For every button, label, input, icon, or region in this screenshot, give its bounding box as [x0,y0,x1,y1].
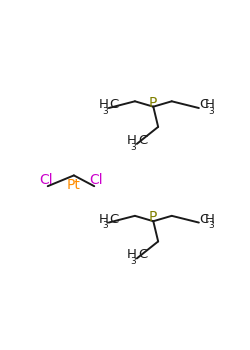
Text: H: H [204,212,214,225]
Text: C: C [199,98,208,111]
Text: H: H [127,134,137,147]
Text: C: C [138,248,147,261]
Text: C: C [110,212,119,225]
Text: 3: 3 [102,222,108,231]
Text: C: C [138,134,147,147]
Text: H: H [99,212,109,225]
Text: Pt: Pt [67,178,81,192]
Text: C: C [110,98,119,111]
Text: H: H [204,98,214,111]
Text: P: P [149,210,158,224]
Text: C: C [199,212,208,225]
Text: 3: 3 [208,107,214,116]
Text: 3: 3 [208,222,214,231]
Text: H: H [127,248,137,261]
Text: H: H [99,98,109,111]
Text: Cl: Cl [89,173,103,187]
Text: 3: 3 [130,257,136,266]
Text: 3: 3 [130,143,136,152]
Text: P: P [149,96,158,110]
Text: 3: 3 [102,107,108,116]
Text: Cl: Cl [39,173,52,187]
